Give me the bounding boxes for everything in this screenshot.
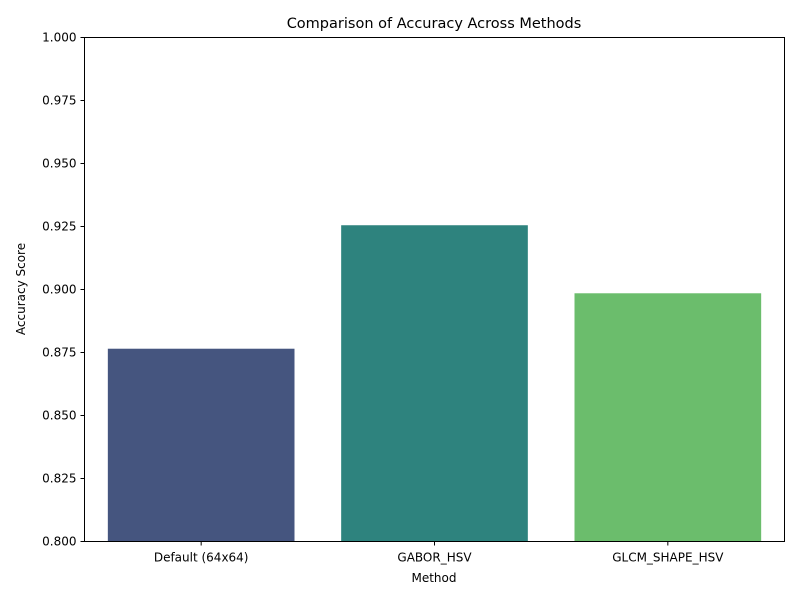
bar-0 <box>107 348 295 542</box>
bar-1 <box>341 225 528 542</box>
x-tick-label: GABOR_HSV <box>397 551 472 565</box>
y-tick-label: 1.000 <box>42 31 76 45</box>
x-tick-label: Default (64x64) <box>154 551 249 565</box>
plot-frame <box>84 37 785 542</box>
y-tick-label: 0.875 <box>42 346 76 360</box>
y-tick-label: 0.975 <box>42 94 76 108</box>
x-axis-label: Method <box>411 571 456 585</box>
x-axis: Default (64x64) GABOR_HSV GLCM_SHAPE_HSV <box>154 541 724 565</box>
y-tick-label: 0.800 <box>42 535 76 549</box>
y-tick-label: 0.850 <box>42 409 76 423</box>
y-tick-label: 0.900 <box>42 283 76 297</box>
plot-area <box>107 225 762 542</box>
y-tick-label: 0.825 <box>42 472 76 486</box>
y-tick-label: 0.925 <box>42 220 76 234</box>
y-axis-label: Accuracy Score <box>14 243 28 335</box>
y-tick-label: 0.950 <box>42 157 76 171</box>
bar-2 <box>574 293 762 542</box>
chart-title: Comparison of Accuracy Across Methods <box>287 16 582 32</box>
y-axis: 0.800 0.825 0.850 0.875 0.900 0.925 0.950 0.975… <box>42 31 85 549</box>
x-tick-label: GLCM_SHAPE_HSV <box>612 551 724 565</box>
